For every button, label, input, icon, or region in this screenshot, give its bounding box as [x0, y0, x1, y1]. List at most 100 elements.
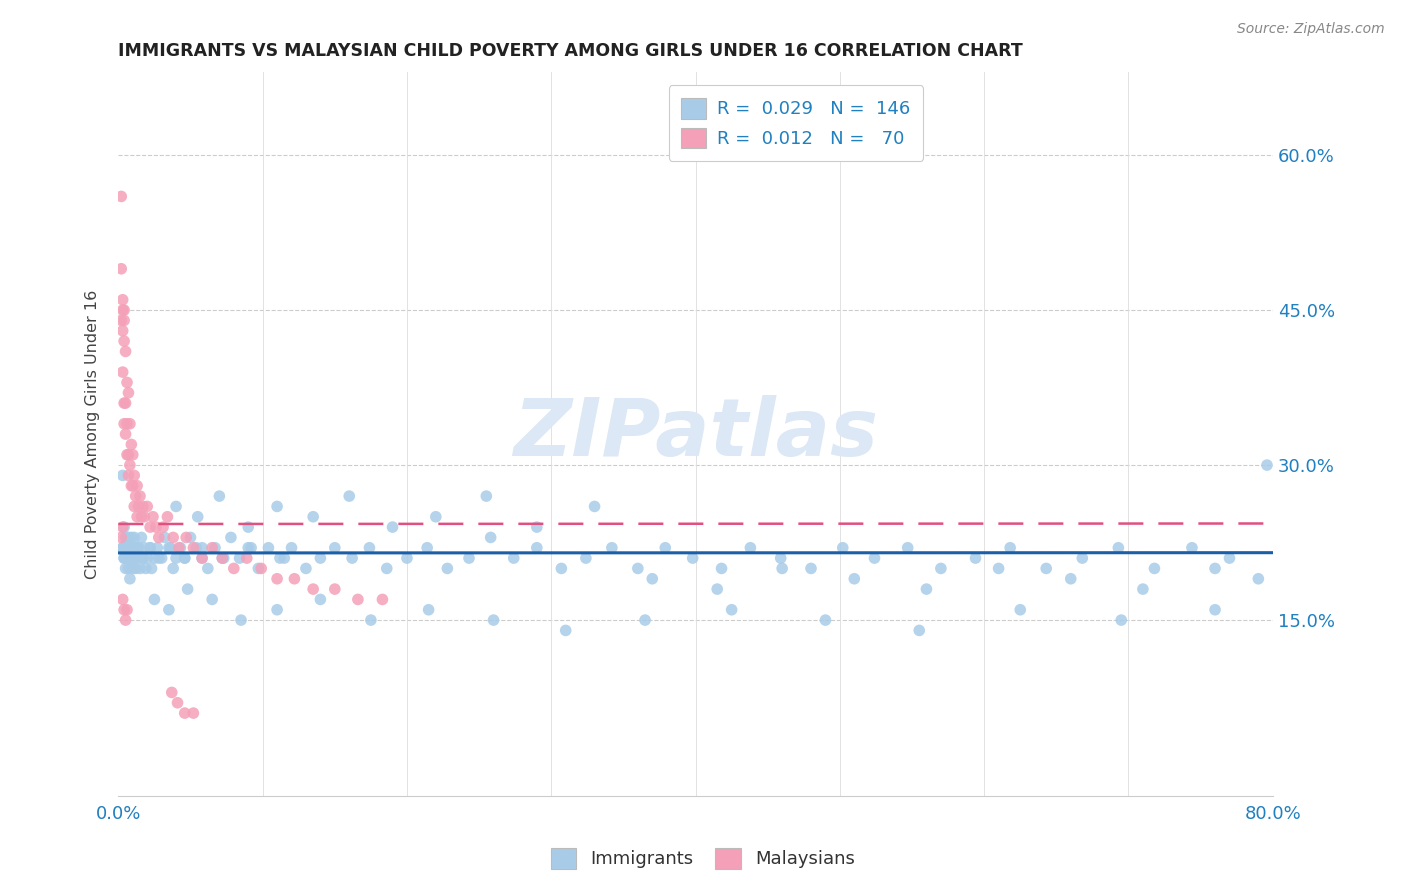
Point [131, 530, 153, 544]
Point [183, 706, 205, 720]
Point [583, 500, 606, 514]
Point [1132, 582, 1154, 596]
Point [111, 303, 134, 318]
Point [136, 500, 159, 514]
Point [228, 551, 250, 566]
Point [634, 613, 657, 627]
Point [309, 551, 332, 566]
Text: IMMIGRANTS VS MALAYSIAN CHILD POVERTY AMONG GIRLS UNDER 16 CORRELATION CHART: IMMIGRANTS VS MALAYSIAN CHILD POVERTY AM… [118, 42, 1024, 60]
Point [425, 509, 447, 524]
Point [110, 261, 132, 276]
Point [153, 530, 176, 544]
Point [118, 572, 141, 586]
Point [124, 561, 146, 575]
Point [191, 551, 214, 566]
Point [165, 551, 187, 566]
Point [323, 541, 346, 555]
Point [120, 437, 142, 451]
Point [381, 520, 404, 534]
Legend: R =  0.029   N =  146, R =  0.012   N =   70: R = 0.029 N = 146, R = 0.012 N = 70 [669, 85, 924, 161]
Point [219, 530, 242, 544]
Point [197, 561, 219, 575]
Point [128, 500, 150, 514]
Point [127, 551, 149, 566]
Point [998, 541, 1021, 555]
Point [121, 448, 143, 462]
Point [458, 551, 481, 566]
Point [136, 551, 159, 566]
Point [179, 530, 201, 544]
Point [204, 541, 226, 555]
Point [117, 468, 139, 483]
Point [145, 520, 167, 534]
Point [111, 365, 134, 379]
Point [111, 592, 134, 607]
Point [110, 189, 132, 203]
Point [208, 489, 231, 503]
Y-axis label: Child Poverty Among Girls Under 16: Child Poverty Among Girls Under 16 [86, 290, 100, 579]
Point [139, 520, 162, 534]
Point [110, 313, 132, 327]
Point [152, 520, 174, 534]
Point [111, 324, 134, 338]
Point [132, 500, 155, 514]
Point [156, 509, 179, 524]
Point [117, 448, 139, 462]
Point [162, 561, 184, 575]
Point [129, 561, 152, 575]
Point [600, 541, 623, 555]
Point [115, 541, 138, 555]
Point [769, 551, 792, 566]
Point [111, 520, 134, 534]
Point [112, 551, 135, 566]
Point [174, 530, 197, 544]
Point [110, 530, 132, 544]
Point [139, 541, 162, 555]
Point [337, 489, 360, 503]
Point [157, 603, 180, 617]
Point [124, 541, 146, 555]
Point [112, 334, 135, 348]
Point [122, 530, 145, 544]
Point [863, 551, 886, 566]
Point [146, 541, 169, 555]
Point [118, 541, 141, 555]
Point [112, 551, 135, 566]
Point [436, 561, 458, 575]
Point [191, 551, 214, 566]
Point [236, 551, 259, 566]
Point [323, 582, 346, 596]
Point [114, 344, 136, 359]
Point [117, 561, 139, 575]
Point [211, 551, 233, 566]
Point [115, 551, 138, 566]
Point [238, 541, 260, 555]
Point [148, 551, 170, 566]
Point [627, 561, 650, 575]
Point [682, 551, 704, 566]
Point [475, 489, 498, 503]
Point [1010, 603, 1032, 617]
Point [929, 561, 952, 575]
Point [127, 541, 149, 555]
Point [183, 541, 205, 555]
Point [240, 541, 263, 555]
Point [173, 706, 195, 720]
Point [575, 551, 598, 566]
Point [134, 509, 156, 524]
Text: Source: ZipAtlas.com: Source: ZipAtlas.com [1237, 22, 1385, 37]
Point [720, 603, 742, 617]
Point [127, 509, 149, 524]
Point [173, 551, 195, 566]
Point [124, 489, 146, 503]
Point [526, 520, 548, 534]
Point [173, 551, 195, 566]
Point [266, 500, 288, 514]
Point [121, 551, 143, 566]
Point [143, 592, 166, 607]
Point [127, 479, 149, 493]
Point [479, 530, 502, 544]
Point [266, 572, 288, 586]
Point [114, 530, 136, 544]
Legend: Immigrants, Malaysians: Immigrants, Malaysians [544, 840, 862, 876]
